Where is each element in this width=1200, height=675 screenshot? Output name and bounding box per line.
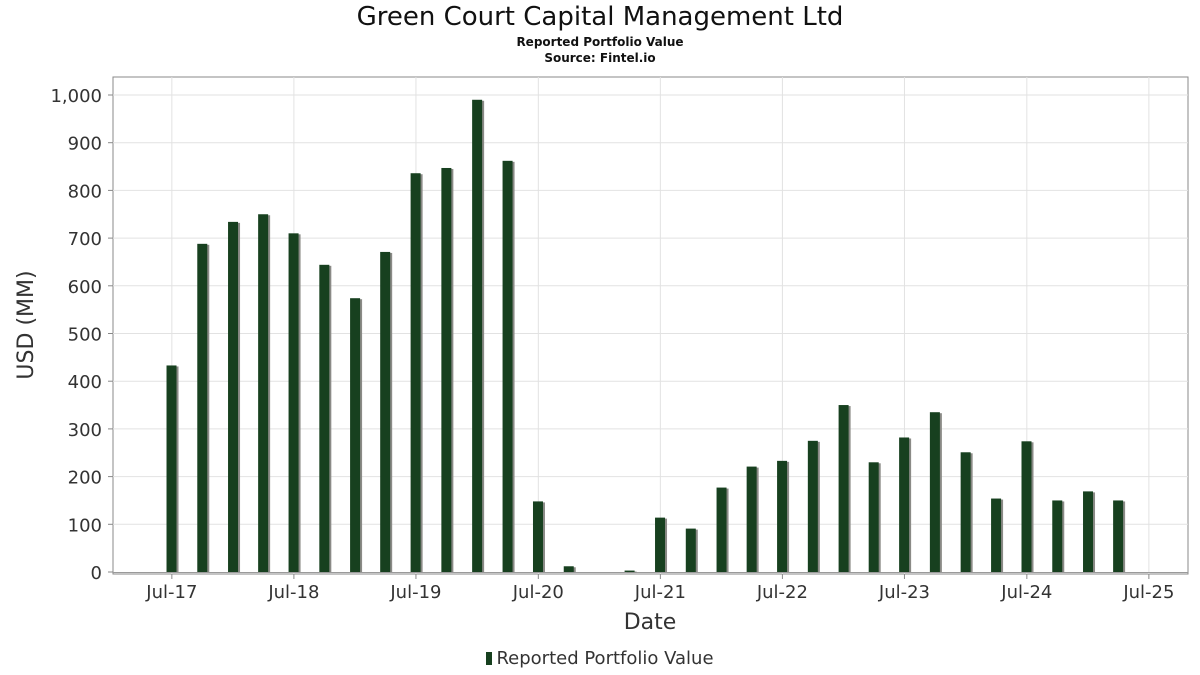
bar bbox=[1052, 500, 1063, 572]
bar bbox=[655, 517, 666, 572]
legend-label: Reported Portfolio Value bbox=[496, 648, 714, 669]
x-axis-ticks: Jul-17 Jul-18 Jul-19 Jul-20 Jul-21 Jul-22 Jul-… bbox=[145, 574, 1174, 603]
bar bbox=[899, 437, 910, 572]
bar bbox=[380, 251, 391, 573]
bar bbox=[1083, 491, 1094, 572]
bar-shadow bbox=[626, 571, 637, 573]
bar bbox=[716, 487, 727, 572]
bar bbox=[350, 298, 361, 572]
bar bbox=[929, 412, 940, 572]
y-tick-label: 800 bbox=[68, 181, 102, 202]
bar bbox=[258, 214, 269, 572]
y-tick-label: 1,000 bbox=[50, 86, 102, 107]
x-tick-label: Jul-20 bbox=[512, 582, 564, 603]
y-axis-ticks: 0 100 200 300 400 500 600 700 800 900 1,000 bbox=[50, 86, 113, 584]
bar bbox=[624, 570, 635, 572]
bar bbox=[563, 566, 574, 572]
bar bbox=[228, 221, 239, 572]
bar bbox=[685, 528, 696, 572]
x-tick-label: Jul-19 bbox=[389, 582, 441, 603]
bar bbox=[472, 99, 483, 573]
bar bbox=[441, 167, 452, 572]
bar bbox=[960, 452, 971, 572]
y-tick-label: 400 bbox=[68, 372, 102, 393]
bar bbox=[1113, 500, 1124, 572]
legend: Reported Portfolio Value bbox=[0, 647, 1200, 671]
chart-source: Source: Fintel.io bbox=[544, 51, 656, 65]
x-axis-label: Date bbox=[624, 610, 677, 635]
y-axis-label: USD (MM) bbox=[14, 270, 39, 379]
bars bbox=[166, 99, 1126, 573]
y-tick-label: 200 bbox=[68, 468, 102, 489]
y-tick-label: 700 bbox=[68, 229, 102, 250]
x-tick-label: Jul-23 bbox=[878, 582, 930, 603]
bar bbox=[288, 233, 299, 572]
bar bbox=[746, 466, 757, 572]
y-tick-label: 600 bbox=[68, 277, 102, 298]
chart-title: Green Court Capital Management Ltd bbox=[356, 2, 844, 32]
y-tick-label: 900 bbox=[68, 134, 102, 155]
y-tick-label: 100 bbox=[68, 515, 102, 536]
bar bbox=[807, 440, 818, 572]
bar bbox=[868, 462, 879, 572]
bar bbox=[991, 498, 1002, 572]
bar bbox=[410, 173, 421, 572]
legend-swatch bbox=[486, 652, 493, 665]
bar bbox=[838, 405, 849, 572]
bar bbox=[532, 501, 543, 572]
x-tick-label: Jul-24 bbox=[1000, 582, 1052, 603]
y-tick-label: 0 bbox=[91, 563, 102, 584]
bar bbox=[319, 264, 330, 572]
bar bbox=[166, 365, 177, 572]
x-tick-label: Jul-25 bbox=[1122, 582, 1174, 603]
y-tick-label: 500 bbox=[68, 325, 102, 346]
y-tick-label: 300 bbox=[68, 420, 102, 441]
x-tick-label: Jul-18 bbox=[267, 582, 319, 603]
x-tick-label: Jul-17 bbox=[145, 582, 197, 603]
bar bbox=[1021, 441, 1032, 572]
x-tick-label: Jul-22 bbox=[756, 582, 808, 603]
bar bbox=[502, 160, 513, 573]
x-tick-label: Jul-21 bbox=[634, 582, 686, 603]
bar bbox=[777, 460, 788, 572]
chart-subtitle: Reported Portfolio Value bbox=[516, 35, 684, 49]
bar bbox=[197, 243, 208, 572]
